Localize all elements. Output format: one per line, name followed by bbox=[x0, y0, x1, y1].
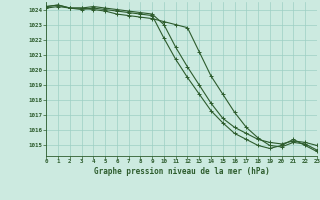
X-axis label: Graphe pression niveau de la mer (hPa): Graphe pression niveau de la mer (hPa) bbox=[94, 167, 269, 176]
